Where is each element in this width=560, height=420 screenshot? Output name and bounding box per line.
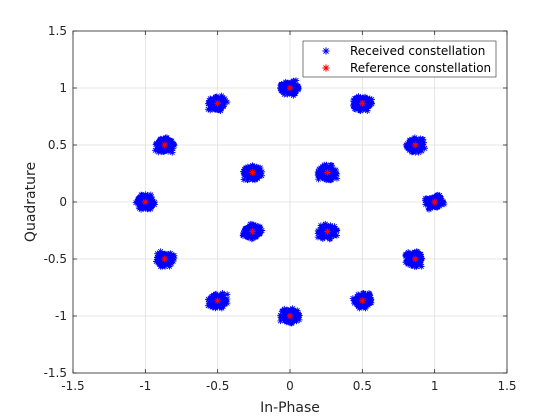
y-tick-label: 1 [59,81,67,95]
reference-point [324,169,331,176]
reference-point [161,141,168,149]
y-tick-label: -1 [55,309,67,323]
legend-label-received: Received constellation [350,44,485,58]
reference-point [286,84,294,92]
reference-legend-asterisk [322,64,330,72]
reference-point [359,100,366,107]
y-tick-label: -0.5 [44,252,67,266]
legend-marker-reference [322,64,330,72]
x-tick-label: 0 [286,379,294,393]
reference-point [214,100,221,107]
x-tick-label: -1.5 [61,379,84,393]
reference-point [359,297,366,304]
reference-point [161,255,168,263]
reference-point [412,141,419,149]
x-tick-label: -1 [139,379,151,393]
reference-point [431,198,438,206]
y-tick-label: 0 [59,195,67,209]
reference-point [286,312,294,320]
reference-point [249,169,256,176]
legend-box [302,40,497,78]
x-tick-label: 1 [431,379,439,393]
reference-point [249,228,256,235]
axis-ticks: -1.5 -1 -0.5 0 0.5 1 1.5 -1.5 -1 -0.5 0 0.5 1 1.5 [44,24,517,393]
received-legend-asterisk [322,47,330,55]
x-tick-label: 0.5 [353,379,372,393]
legend-label-reference: Reference constellation [350,61,491,75]
x-tick-label: 1.5 [497,379,516,393]
reference-point [214,297,221,304]
legend-marker-received [322,47,330,55]
reference-constellation-series [142,84,438,320]
reference-point [142,198,149,206]
reference-point [324,228,331,235]
y-axis-label: Quadrature [23,162,39,242]
legend: Received constellation Reference constel… [302,40,497,78]
y-tick-label: -1.5 [44,366,67,380]
reference-point [412,255,419,263]
y-tick-label: 1.5 [48,24,67,38]
y-tick-label: 0.5 [48,138,67,152]
x-tick-label: -0.5 [206,379,229,393]
x-axis-label: In-Phase [260,400,320,416]
